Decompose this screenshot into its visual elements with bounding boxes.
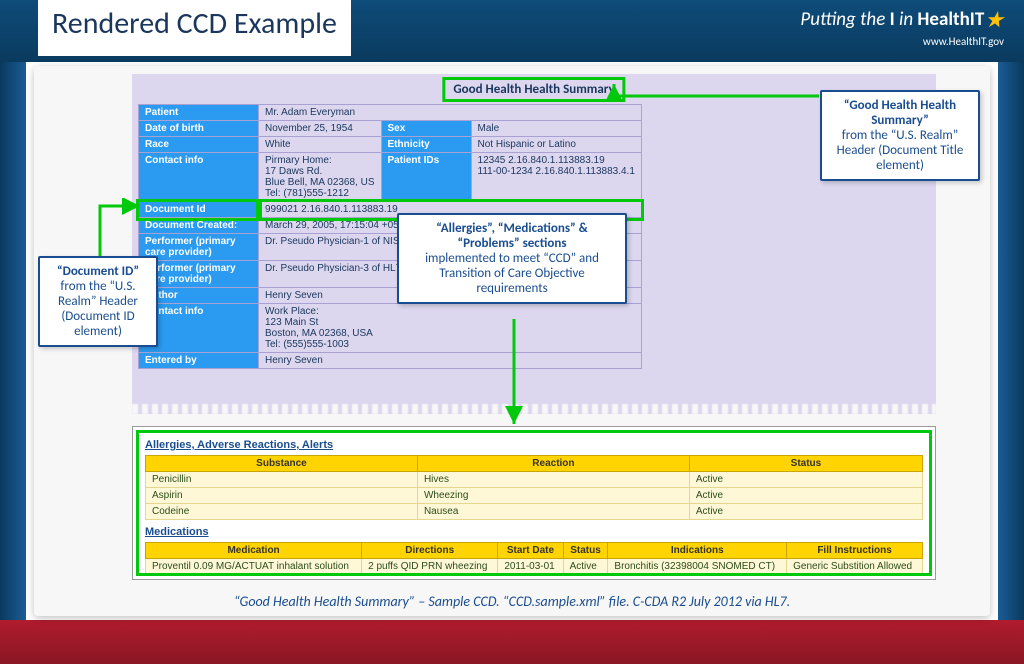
alg-r1c1: Wheezing [417,488,689,504]
allergies-table: Substance Reaction Status PenicillinHive… [145,455,923,520]
alg-r2c0: Codeine [146,504,418,520]
alg-r2c2: Active [689,504,922,520]
docid-lbl: Document Id [139,202,259,218]
brand-i: I [890,8,895,31]
alg-col2: Status [689,456,922,472]
med-r0c2: 2011-03-01 [498,559,563,574]
med-c0: Medication [146,543,362,559]
alg-r0c2: Active [689,472,922,488]
footer-caption: “Good Health Health Summary” – Sample CC… [34,593,990,610]
alg-r1c2: Active [689,488,922,504]
callout-sections: “Allergies”, “Medications” & “Problems” … [397,213,627,304]
brand: Putting the I in HealthIT★ www.HealthIT.… [800,6,1004,48]
sex-lbl: Sex [381,121,471,137]
top-banner: Rendered CCD Example Putting the I in He… [0,0,1024,62]
c2-bold: “Document ID” [57,264,139,279]
sex-val: Male [471,121,641,137]
patient-lbl: Patient [139,105,259,121]
side-right [998,62,1024,620]
med-c1: Directions [362,543,498,559]
med-r0c0: Proventil 0.09 MG/ACTUAT inhalant soluti… [146,559,362,574]
brand-in: in [899,8,913,31]
canvas: Good Health Health Summary Patient Mr. A… [34,66,990,616]
alg-col0: Substance [146,456,418,472]
slide-title: Rendered CCD Example [38,0,351,56]
med-r0c4: Bronchitis (32398004 SNOMED CT) [608,559,787,574]
brand-line1: Putting the I in HealthIT★ [800,6,1004,33]
allergies-title: Allergies, Adverse Reactions, Alerts [145,439,923,451]
c1-rest: from the “U.S. Realm” Header (Document T… [837,128,964,173]
created-lbl: Document Created: [139,218,259,234]
alg-r0c1: Hives [417,472,689,488]
acontact-val: Work Place: 123 Main St Boston, MA 02368… [259,304,642,353]
alg-r2c1: Nausea [417,504,689,520]
brand-prefix: Putting the [800,8,885,31]
race-lbl: Race [139,137,259,153]
c3-bold: “Allergies”, “Medications” & “Problems” … [436,221,588,251]
brand-it: IT [970,8,984,31]
alg-col1: Reaction [417,456,689,472]
c1-bold: “Good Health Health Summary” [844,98,956,128]
bottom-bar [0,620,1024,664]
side-left [0,62,26,620]
slide: Rendered CCD Example Putting the I in He… [0,0,1024,664]
med-r0c1: 2 puffs QID PRN wheezing [362,559,498,574]
race-val: White [259,137,382,153]
medications-table: Medication Directions Start Date Status … [145,542,923,573]
med-c2: Start Date [498,543,563,559]
medications-title: Medications [145,526,923,538]
entered-val: Henry Seven [259,353,642,369]
pids-val: 12345 2.16.840.1.113883.19 111-00-1234 2… [471,153,641,202]
contact-val: Pirmary Home: 17 Daws Rd. Blue Bell, MA … [259,153,382,202]
med-c3: Status [563,543,608,559]
eth-val: Not Hispanic or Latino [471,137,641,153]
c2-rest: from the “U.S. Realm” Header (Document I… [58,279,138,339]
ccd-doc-title: Good Health Health Summary [442,77,625,102]
med-r0c5: Generic Substition Allowed [787,559,923,574]
dob-lbl: Date of birth [139,121,259,137]
patient-val: Mr. Adam Everyman [259,105,642,121]
brand-health: Health [917,8,969,31]
entered-lbl: Entered by [139,353,259,369]
med-r0c3: Active [563,559,608,574]
eth-lbl: Ethnicity [381,137,471,153]
med-c4: Indications [608,543,787,559]
torn-edge [132,404,936,414]
callout-title: “Good Health Health Summary” from the “U… [820,90,980,181]
alg-r1c0: Aspirin [146,488,418,504]
med-c5: Fill Instructions [787,543,923,559]
section-frame: Allergies, Adverse Reactions, Alerts Sub… [132,426,936,580]
alg-r0c0: Penicillin [146,472,418,488]
callout-docid: “Document ID” from the “U.S. Realm” Head… [38,256,158,347]
star-icon: ★ [984,6,1004,33]
contact-lbl: Contact info [139,153,259,202]
pids-lbl: Patient IDs [381,153,471,202]
section-inner: Allergies, Adverse Reactions, Alerts Sub… [139,433,929,573]
dob-val: November 25, 1954 [259,121,382,137]
c3-rest: implemented to meet “CCD” and Transition… [425,251,599,296]
brand-url: www.HealthIT.gov [800,35,1004,48]
